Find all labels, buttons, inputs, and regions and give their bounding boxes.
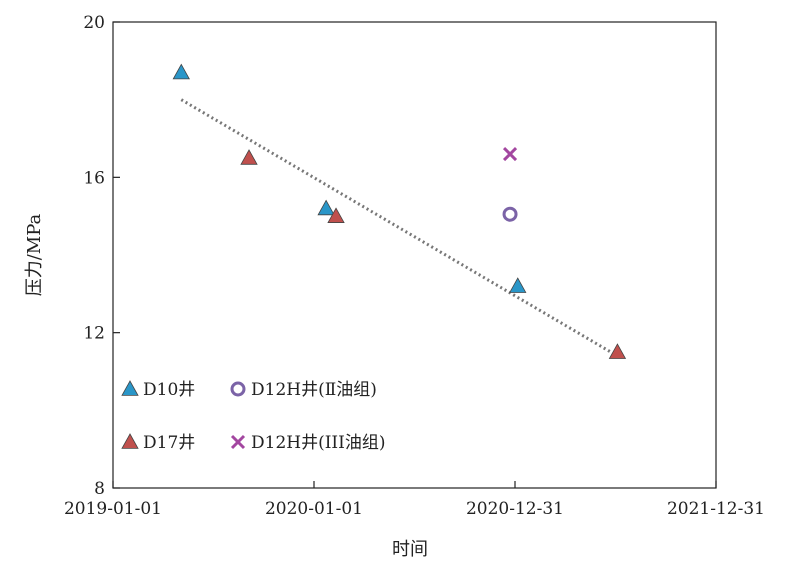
x-axis-title: 时间 <box>392 539 428 560</box>
legend-label: D12H井(III油组) <box>251 433 386 453</box>
data-point <box>317 199 335 216</box>
legend-marker <box>230 381 246 397</box>
plot-area <box>112 21 717 489</box>
data-point <box>502 146 518 162</box>
trendline <box>180 98 619 358</box>
legend-marker <box>121 380 139 396</box>
x-tick-label: 2020-12-31 <box>466 499 564 519</box>
data-point <box>172 63 190 80</box>
legend-label: D17井 <box>143 433 195 453</box>
data-point <box>502 206 518 222</box>
x-tick-label: 2020-01-01 <box>265 499 363 519</box>
y-tick-label: 16 <box>83 168 105 188</box>
y-axis-title: 压力/MPa <box>24 213 45 296</box>
legend-marker <box>230 434 246 450</box>
data-point <box>240 149 258 165</box>
y-tick-label: 12 <box>83 324 105 344</box>
legend-label: D10井 <box>143 380 195 400</box>
x-tick-label: 2019-01-01 <box>64 499 162 519</box>
y-tick-label: 8 <box>94 479 105 499</box>
data-point <box>509 277 527 293</box>
y-tick-label: 20 <box>83 13 105 33</box>
legend-label: D12H井(Ⅱ油组) <box>251 380 377 400</box>
data-point <box>608 343 627 359</box>
x-tick-label: 2021-12-31 <box>667 499 765 519</box>
data-point <box>327 207 345 223</box>
legend-marker <box>121 433 139 449</box>
